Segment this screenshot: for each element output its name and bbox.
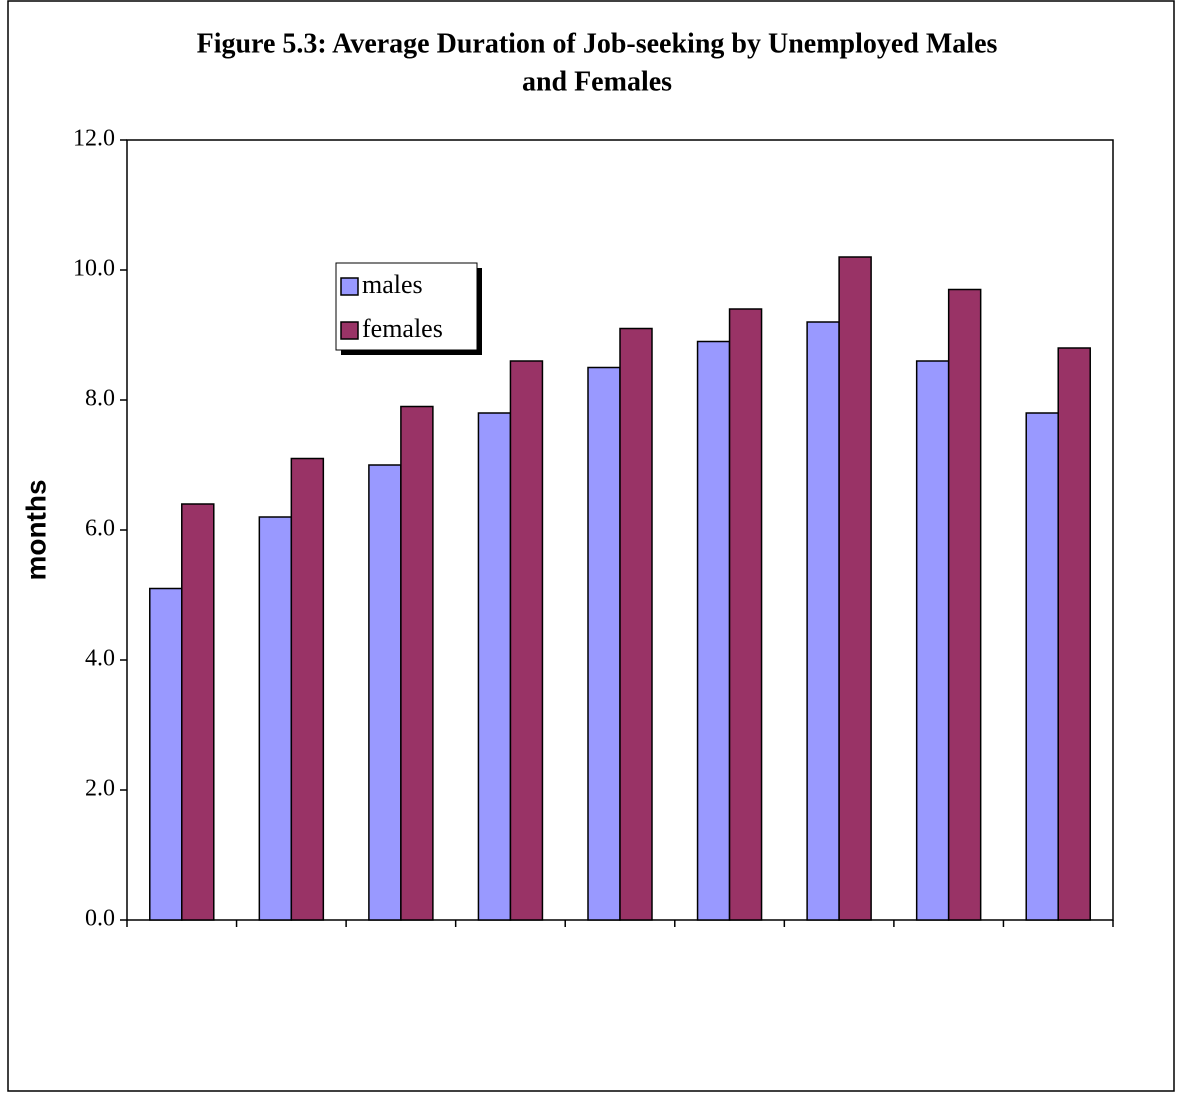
bar (509, 360, 544, 921)
y-tick-label: 8.0 (85, 386, 115, 412)
legend-swatch (340, 321, 359, 340)
bar (915, 360, 950, 921)
chart-title: Figure 5.3: Average Duration of Job-seek… (197, 28, 998, 59)
legend-label: females (362, 314, 443, 343)
bar (619, 327, 653, 921)
y-tick-label: 6.0 (85, 516, 115, 542)
bar (290, 457, 325, 921)
bar (947, 288, 982, 921)
bar (728, 308, 763, 921)
y-tick-label: 4.0 (85, 646, 115, 672)
bar (368, 464, 402, 921)
bar (477, 412, 512, 921)
bar (400, 405, 434, 921)
bar (696, 340, 731, 921)
legend-swatch (340, 277, 359, 296)
bar (258, 516, 293, 921)
y-tick-label: 0.0 (85, 906, 115, 932)
y-tick-label: 2.0 (85, 776, 115, 802)
bar (181, 503, 215, 921)
chart-title: and Females (522, 66, 672, 97)
bar (1057, 347, 1091, 921)
bar (587, 366, 621, 921)
bar (806, 321, 840, 921)
bar (838, 256, 872, 921)
y-tick-label: 12.0 (73, 126, 115, 152)
legend-label: males (362, 270, 423, 299)
bar (1025, 412, 1059, 921)
y-axis-label: months (20, 479, 51, 580)
legend (335, 262, 478, 351)
bar (149, 587, 183, 921)
y-tick-label: 10.0 (73, 256, 115, 282)
